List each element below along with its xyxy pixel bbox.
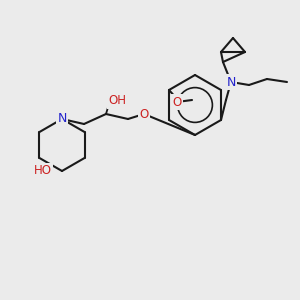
Text: N: N [226,76,236,88]
Text: OH: OH [108,94,126,107]
Text: O: O [140,107,148,121]
Text: O: O [172,95,182,109]
Text: N: N [57,112,67,125]
Text: HO: HO [34,164,52,178]
